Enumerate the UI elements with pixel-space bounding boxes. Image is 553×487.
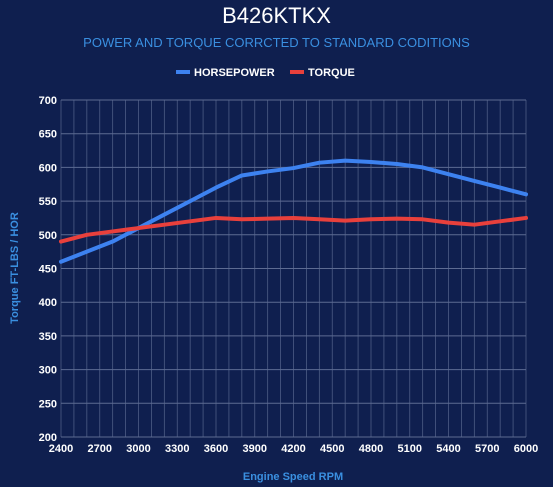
grid-lines: [60, 99, 527, 438]
x-tick-label: 5700: [475, 443, 499, 455]
legend-label-torque: TORQUE: [308, 67, 355, 79]
x-tick-label: 5400: [436, 443, 460, 455]
legend-swatch-torque: [290, 70, 304, 74]
x-tick-label: 3900: [243, 443, 267, 455]
y-tick-label: 200: [39, 432, 57, 444]
x-tick-label: 3600: [204, 443, 228, 455]
y-axis-ticks: 200 250 300 350 400 450 500 550 600 650 700: [39, 95, 57, 444]
x-tick-label: 3300: [165, 443, 189, 455]
x-tick-label: 5100: [398, 443, 422, 455]
y-tick-label: 600: [39, 162, 57, 174]
x-axis-title: Engine Speed RPM: [243, 471, 343, 483]
y-axis-title: Torque FT-LBS / HOR: [9, 212, 21, 324]
x-tick-label: 6000: [514, 443, 538, 455]
y-tick-label: 350: [39, 331, 57, 343]
x-tick-label: 4200: [281, 443, 305, 455]
legend-label-horsepower: HORSEPOWER: [194, 67, 275, 79]
x-tick-label: 4800: [359, 443, 383, 455]
series-lines: [59, 158, 528, 264]
legend: HORSEPOWER TORQUE: [176, 67, 355, 79]
y-tick-label: 300: [39, 365, 57, 377]
x-axis-ticks: 2400 2700 3000 3300 3600 3900 4200 4500 4800 5100…: [49, 443, 538, 455]
x-tick-label: 2400: [49, 443, 73, 455]
series-line-torque: [59, 215, 528, 244]
y-tick-label: 650: [39, 129, 57, 141]
y-tick-label: 250: [39, 398, 57, 410]
x-tick-label: 2700: [88, 443, 112, 455]
y-tick-label: 450: [39, 264, 57, 276]
x-tick-label: 4500: [320, 443, 344, 455]
legend-swatch-horsepower: [176, 70, 190, 74]
y-tick-label: 700: [39, 95, 57, 107]
y-tick-label: 400: [39, 297, 57, 309]
x-tick-label: 3000: [126, 443, 150, 455]
chart-title: B426KTKX: [222, 3, 331, 28]
y-tick-label: 550: [39, 196, 57, 208]
chart-subtitle: POWER AND TORQUE CORRCTED TO STANDARD CO…: [83, 35, 470, 50]
y-tick-label: 500: [39, 230, 57, 242]
